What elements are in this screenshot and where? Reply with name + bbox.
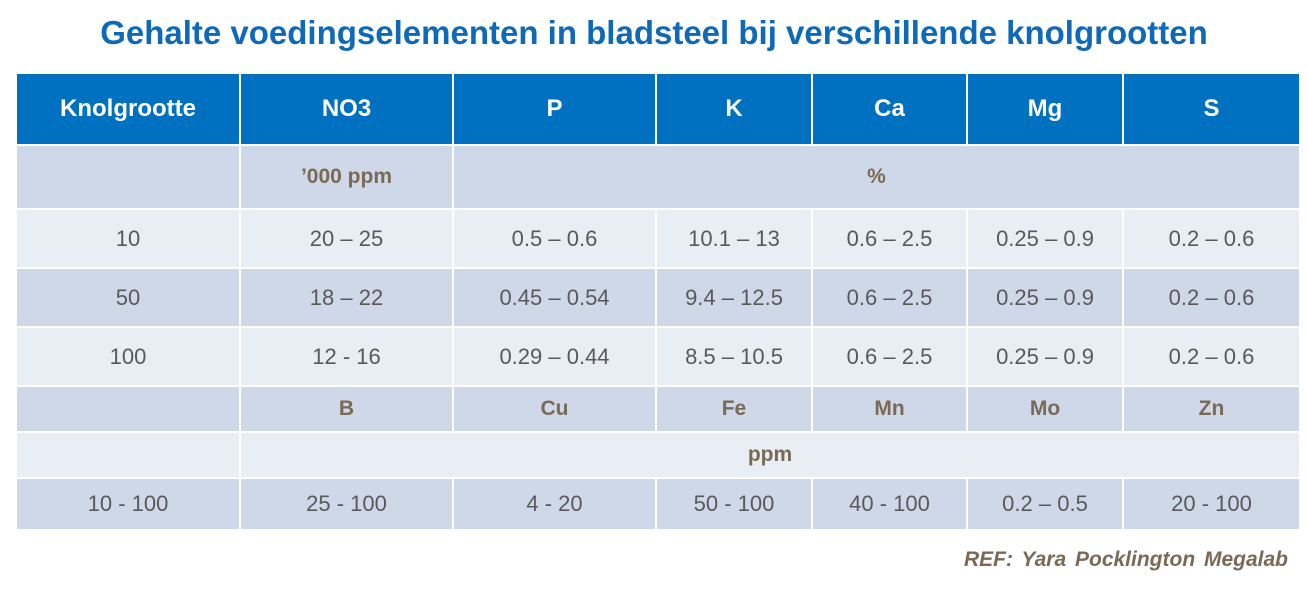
data-cell: 18 – 22	[241, 269, 452, 326]
header-cell: S	[1124, 74, 1299, 144]
data-cell: 9.4 – 12.5	[657, 269, 811, 326]
data-cell: 10.1 – 13	[657, 210, 811, 267]
data-cell: 8.5 – 10.5	[657, 328, 811, 385]
data-cell: 0.5 – 0.6	[454, 210, 655, 267]
element-cell: Zn	[1124, 387, 1299, 431]
data-cell: 25 - 100	[241, 479, 452, 529]
reference: REF: Yara Pocklington Megalab	[963, 548, 1288, 571]
unit-cell: ’000 ppm	[241, 146, 452, 208]
title: Gehalte voedingselementen in bladsteel b…	[100, 14, 1208, 51]
unit-cell: %	[454, 146, 1299, 208]
empty-cell	[17, 146, 239, 208]
data-cell: 0.29 – 0.44	[454, 328, 655, 385]
header-cell: Mg	[968, 74, 1122, 144]
data-cell: 0.2 – 0.6	[1124, 210, 1299, 267]
data-cell: 0.6 – 2.5	[813, 328, 966, 385]
data-cell: 100	[17, 328, 239, 385]
data-cell: 12 - 16	[241, 328, 452, 385]
data-cell: 10	[17, 210, 239, 267]
unit-cell: ppm	[241, 433, 1299, 477]
data-cell: 0.25 – 0.9	[968, 269, 1122, 326]
header-cell: NO3	[241, 74, 452, 144]
data-cell: 10 - 100	[17, 479, 239, 529]
data-cell: 0.25 – 0.9	[968, 328, 1122, 385]
element-cell: B	[241, 387, 452, 431]
data-cell: 50	[17, 269, 239, 326]
data-cell: 4 - 20	[454, 479, 655, 529]
data-cell: 40 - 100	[813, 479, 966, 529]
data-cell: 0.6 – 2.5	[813, 269, 966, 326]
data-cell: 0.2 – 0.5	[968, 479, 1122, 529]
element-cell: Cu	[454, 387, 655, 431]
header-cell: Ca	[813, 74, 966, 144]
data-cell: 0.45 – 0.54	[454, 269, 655, 326]
element-cell: Mn	[813, 387, 966, 431]
element-cell: Fe	[657, 387, 811, 431]
element-cell: Mo	[968, 387, 1122, 431]
data-cell: 20 – 25	[241, 210, 452, 267]
empty-cell	[17, 387, 239, 431]
data-cell: 20 - 100	[1124, 479, 1299, 529]
data-cell: 0.2 – 0.6	[1124, 269, 1299, 326]
header-cell: K	[657, 74, 811, 144]
empty-cell	[17, 433, 239, 477]
data-cell: 50 - 100	[657, 479, 811, 529]
header-cell: Knolgrootte	[17, 74, 239, 144]
data-cell: 0.6 – 2.5	[813, 210, 966, 267]
header-cell: P	[454, 74, 655, 144]
data-cell: 0.25 – 0.9	[968, 210, 1122, 267]
data-cell: 0.2 – 0.6	[1124, 328, 1299, 385]
